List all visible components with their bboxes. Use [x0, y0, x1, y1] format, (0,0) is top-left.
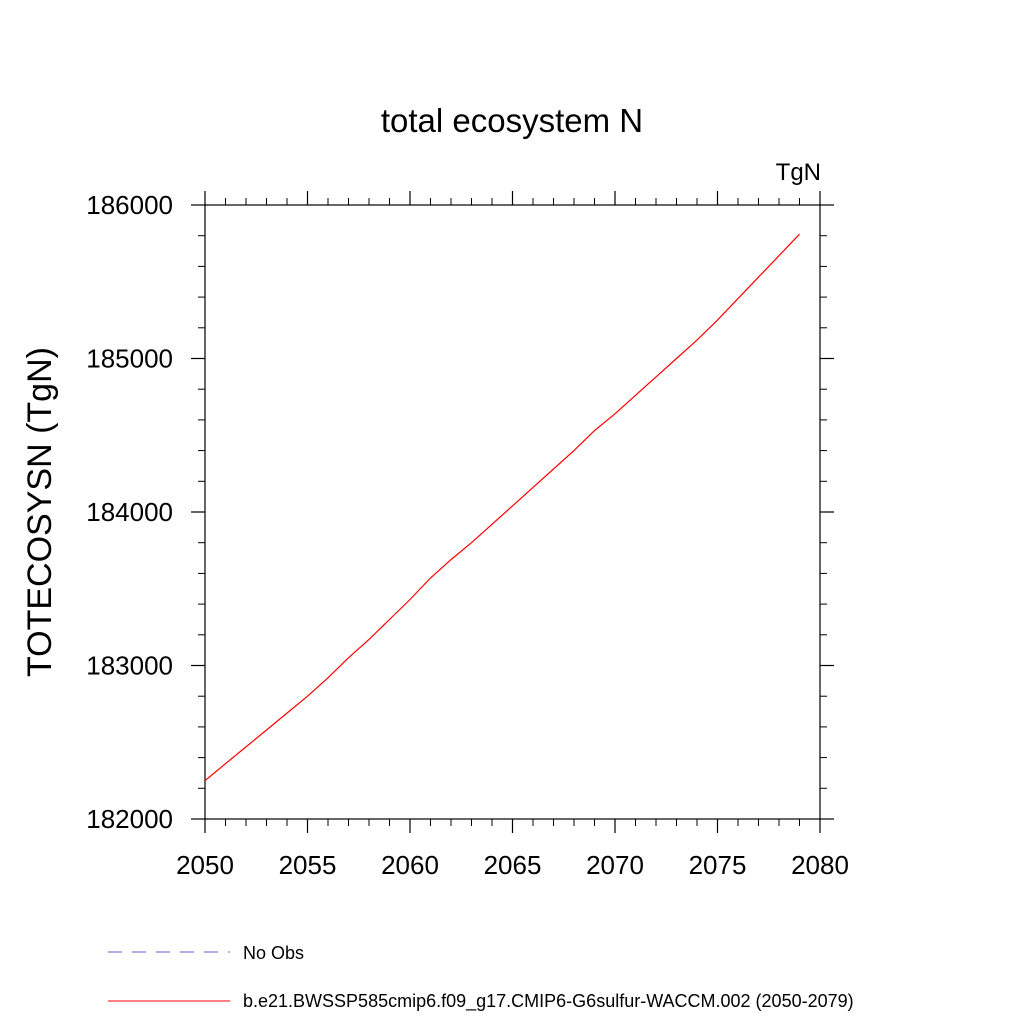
- x-tick-label: 2080: [791, 850, 849, 880]
- y-tick-label: 182000: [86, 804, 173, 834]
- y-tick-label: 183000: [86, 651, 173, 681]
- y-tick-label: 184000: [86, 497, 173, 527]
- y-tick-label: 185000: [86, 344, 173, 374]
- legend: No Obs b.e21.BWSSP585cmip6.f09_g17.CMIP6…: [108, 943, 854, 1012]
- plot-frame: [204, 204, 821, 820]
- legend-no-obs-label: No Obs: [243, 943, 304, 963]
- series-line: [204, 233, 800, 782]
- units-label: TgN: [776, 159, 821, 186]
- x-tick-label: 2050: [176, 850, 234, 880]
- axis-ticks: [191, 191, 834, 833]
- x-tick-label: 2065: [484, 850, 542, 880]
- series-layer: [204, 233, 800, 782]
- chart-title: total ecosystem N: [381, 102, 643, 139]
- tick-labels: 2050 2055 2060 2065 2070 2075 2080 182000 183000…: [86, 190, 849, 880]
- y-tick-label: 186000: [86, 190, 173, 220]
- x-tick-label: 2070: [586, 850, 644, 880]
- legend-series-label: b.e21.BWSSP585cmip6.f09_g17.CMIP6-G6sulf…: [243, 991, 854, 1012]
- x-tick-label: 2075: [689, 850, 747, 880]
- y-axis-label: TOTECOSYSN (TgN): [21, 347, 59, 677]
- x-tick-label: 2055: [279, 850, 337, 880]
- x-tick-label: 2060: [381, 850, 439, 880]
